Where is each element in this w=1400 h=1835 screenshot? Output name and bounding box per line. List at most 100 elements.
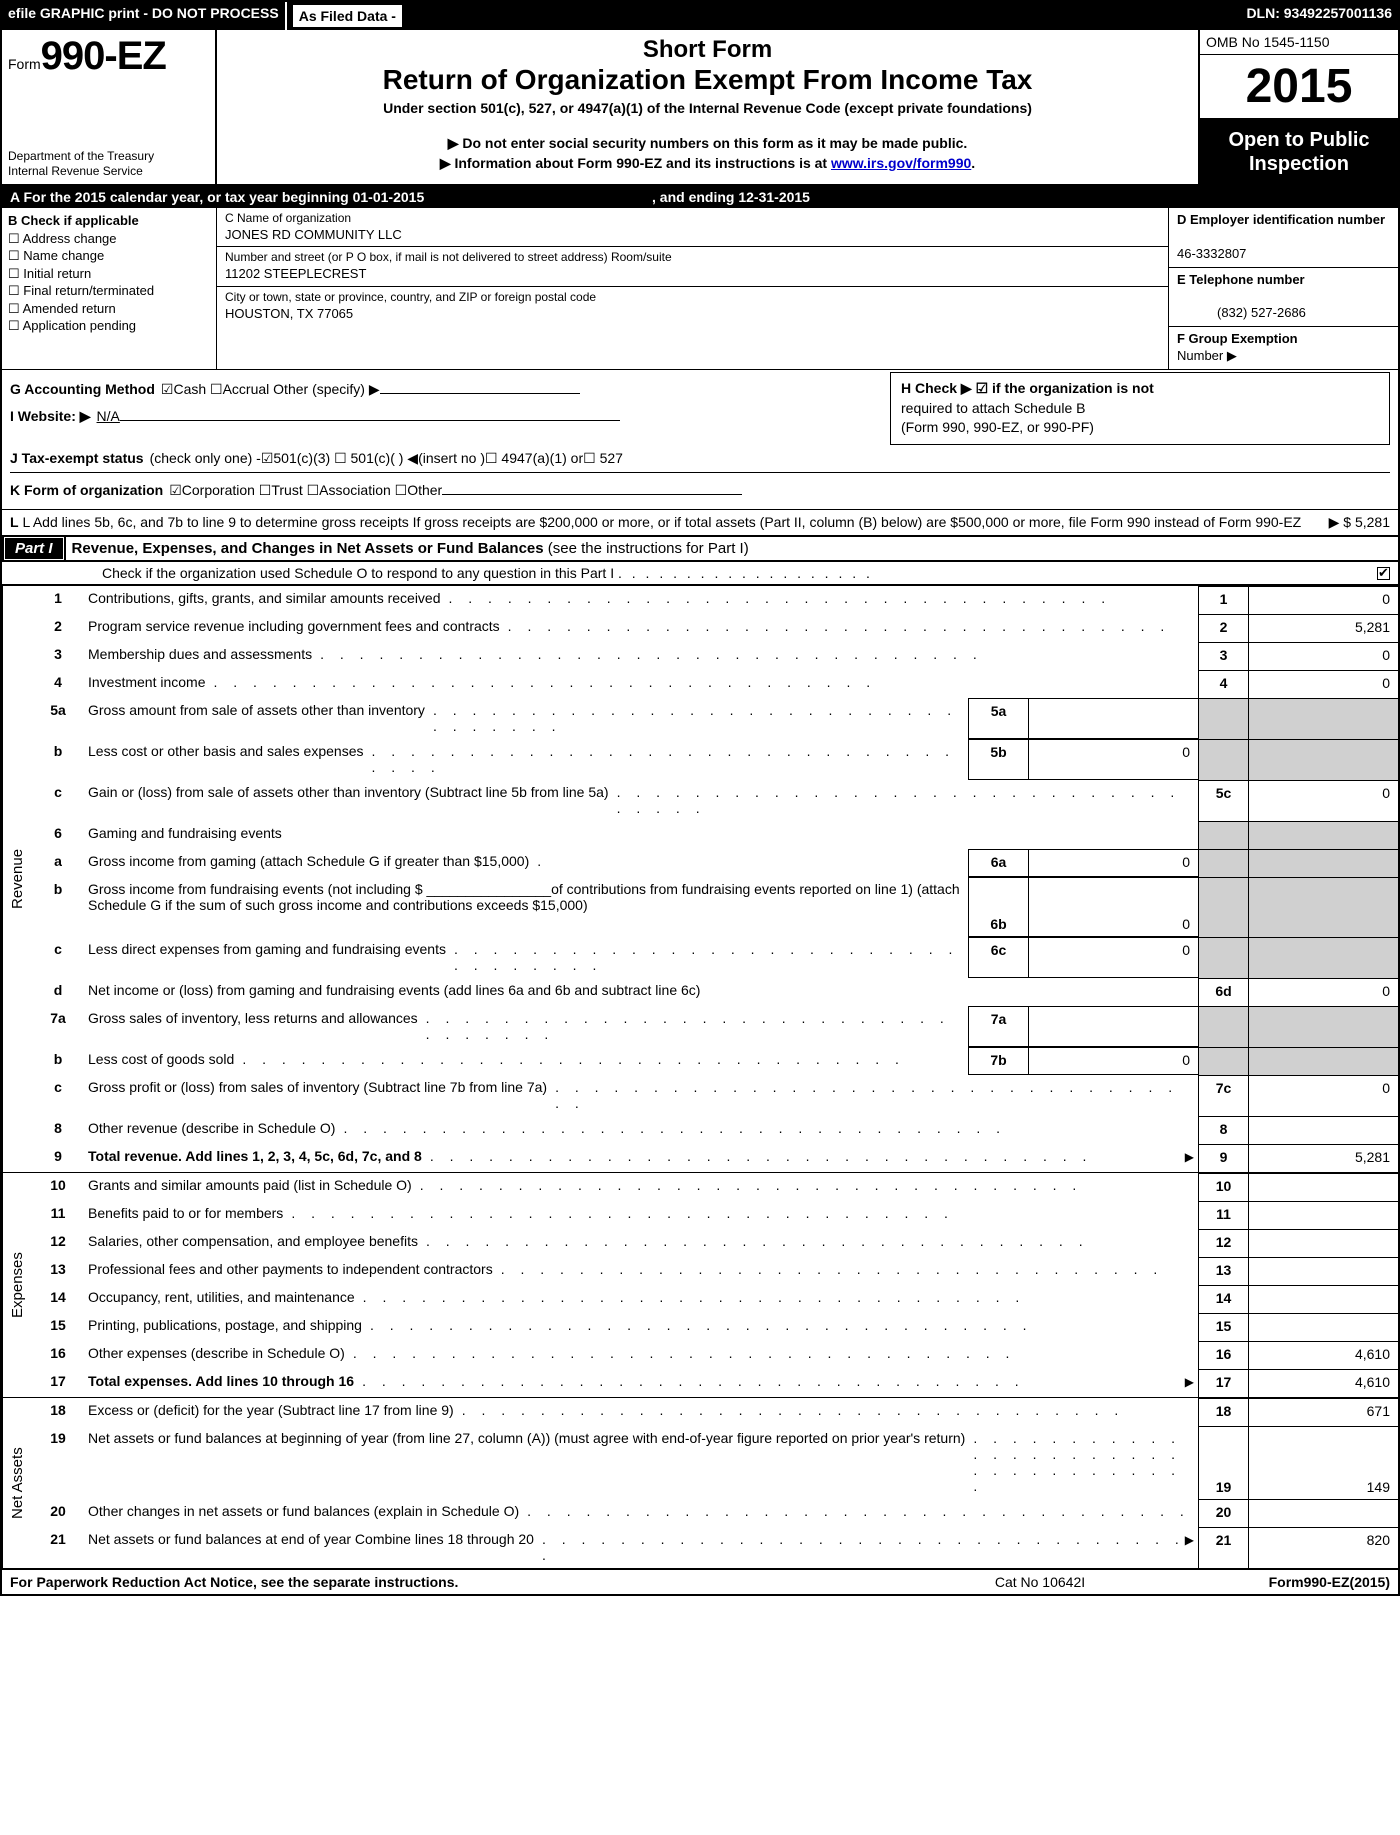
expenses-section: Expenses 10 Grants and similar amounts p… (2, 1172, 1398, 1397)
g-other-input[interactable] (380, 380, 580, 394)
revenue-lines: 1 Contributions, gifts, grants, and simi… (32, 586, 1398, 1172)
row-k-org-form: K Form of organization ☑Corporation ☐Tru… (10, 472, 1390, 504)
part1-title: Revenue, Expenses, and Changes in Net As… (66, 537, 1398, 560)
line-6b-amt: 0 (1028, 877, 1198, 937)
i-label: I Website: ▶ (10, 403, 91, 430)
line-6d-amt: 0 (1248, 978, 1398, 1006)
line-21-amt: 820 (1248, 1527, 1398, 1568)
row-i-website: I Website: ▶ N/A (10, 403, 890, 430)
header-notes: ▶ Do not enter social security numbers o… (223, 134, 1192, 173)
irs-link[interactable]: www.irs.gov/form990 (831, 155, 971, 171)
line-7a-amt (1028, 1006, 1198, 1047)
line-7c-amt: 0 (1248, 1075, 1398, 1116)
line-9: 9 Total revenue. Add lines 1, 2, 3, 4, 5… (32, 1144, 1398, 1172)
form-number-big: 990-EZ (41, 34, 166, 78)
k-other-input[interactable] (442, 481, 742, 495)
line-3-amt: 0 (1248, 642, 1398, 670)
line-17: 17 Total expenses. Add lines 10 through … (32, 1369, 1398, 1397)
ein-value: 46-3332807 (1177, 246, 1246, 261)
line-6d: d Net income or (loss) from gaming and f… (32, 978, 1398, 1006)
tel-block: E Telephone number (832) 527-2686 (1169, 268, 1398, 328)
line-11-amt (1248, 1201, 1398, 1229)
line-19-amt: 149 (1248, 1426, 1398, 1499)
line-7c: c Gross profit or (loss) from sales of i… (32, 1075, 1398, 1116)
org-name-row: C Name of organization JONES RD COMMUNIT… (217, 208, 1168, 247)
top-banner: efile GRAPHIC print - DO NOT PROCESS As … (2, 2, 1398, 30)
line-9-amt: 5,281 (1248, 1144, 1398, 1172)
line-1-amt: 0 (1248, 586, 1398, 614)
l-amount: ▶ $ 5,281 (1329, 514, 1390, 531)
j-label: J Tax-exempt status (10, 445, 144, 472)
line-4-amt: 0 (1248, 670, 1398, 698)
l-text: L L Add lines 5b, 6c, and 7b to line 9 t… (10, 514, 1319, 531)
form-prefix: Form (8, 56, 41, 72)
line-14: 14 Occupancy, rent, utilities, and maint… (32, 1285, 1398, 1313)
line-1-num: 1 (32, 586, 84, 614)
note-info-text: ▶ Information about Form 990-EZ and its … (440, 155, 831, 171)
line-15: 15 Printing, publications, postage, and … (32, 1313, 1398, 1341)
part1-paren: (see the instructions for Part I) (544, 540, 749, 557)
line-2: 2 Program service revenue including gove… (32, 614, 1398, 642)
title-line2: Return of Organization Exempt From Incom… (223, 64, 1192, 96)
row-a-tax-year: A For the 2015 calendar year, or tax yea… (2, 186, 1398, 208)
line-15-amt (1248, 1313, 1398, 1341)
chk-name-change[interactable]: Name change (8, 247, 210, 265)
line-14-amt (1248, 1285, 1398, 1313)
line-6: 6 Gaming and fundraising events (32, 821, 1398, 849)
dln-number: DLN: 93492257001136 (1240, 2, 1398, 30)
netassets-side-label: Net Assets (2, 1398, 32, 1568)
arrow-icon (1185, 1148, 1194, 1164)
chk-application-pending[interactable]: Application pending (8, 317, 210, 335)
sched-o-checkbox[interactable] (1377, 567, 1390, 580)
g-options: ☑Cash ☐Accrual Other (specify) ▶ (161, 376, 380, 403)
form-number: Form990-EZ (8, 34, 209, 79)
col-d-ids: D Employer identification number 46-3332… (1168, 208, 1398, 369)
arrow-icon (1185, 1531, 1194, 1547)
expenses-lines: 10 Grants and similar amounts paid (list… (32, 1173, 1398, 1397)
line-4: 4 Investment income. . . . . . . . . . .… (32, 670, 1398, 698)
arrow-icon (1185, 1373, 1194, 1389)
line-6c-amt: 0 (1028, 937, 1198, 978)
subtitle: Under section 501(c), 527, or 4947(a)(1)… (223, 100, 1192, 116)
ein-label: D Employer identification number (1177, 212, 1385, 227)
row-a-end: , and ending 12-31-2015 (652, 189, 810, 205)
chk-initial-return[interactable]: Initial return (8, 265, 210, 283)
chk-amended-return[interactable]: Amended return (8, 300, 210, 318)
line-20-amt (1248, 1499, 1398, 1527)
line-2-amt: 5,281 (1248, 614, 1398, 642)
line-7b-amt: 0 (1028, 1047, 1198, 1075)
tel-label: E Telephone number (1177, 272, 1305, 287)
org-city-row: City or town, state or province, country… (217, 287, 1168, 342)
row-l-gross-receipts: L L Add lines 5b, 6c, and 7b to line 9 t… (2, 509, 1398, 535)
line-10-amt (1248, 1173, 1398, 1201)
g-label: G Accounting Method (10, 376, 155, 403)
line-7a: 7a Gross sales of inventory, less return… (32, 1006, 1398, 1047)
department-label: Department of the Treasury Internal Reve… (8, 149, 209, 180)
sched-o-check-row: Check if the organization used Schedule … (2, 562, 1398, 585)
h-line3: (Form 990, 990-EZ, or 990-PF) (901, 418, 1379, 438)
paperwork-notice: For Paperwork Reduction Act Notice, see … (10, 1574, 890, 1590)
chk-address-change[interactable]: Address change (8, 230, 210, 248)
line-5a-amt (1028, 698, 1198, 739)
form-ref: Form990-EZ(2015) (1190, 1574, 1390, 1590)
line-8: 8 Other revenue (describe in Schedule O)… (32, 1116, 1398, 1144)
h-line1: H Check ▶ ☑ if the organization is not (901, 379, 1379, 399)
line-18-amt: 671 (1248, 1398, 1398, 1426)
line-8-amt (1248, 1116, 1398, 1144)
group-exemption-block: F Group Exemption Number ▶ (1169, 327, 1398, 369)
org-street: 11202 STEEPLECREST (225, 266, 1160, 283)
line-5b: b Less cost or other basis and sales exp… (32, 739, 1398, 780)
col-b-checkboxes: B Check if applicable Address change Nam… (2, 208, 217, 369)
org-city: HOUSTON, TX 77065 (225, 306, 1160, 323)
line-1: 1 Contributions, gifts, grants, and simi… (32, 586, 1398, 614)
chk-final-return[interactable]: Final return/terminated (8, 282, 210, 300)
org-name: JONES RD COMMUNITY LLC (225, 227, 1160, 244)
col-c-org-info: C Name of organization JONES RD COMMUNIT… (217, 208, 1168, 369)
part1-title-text: Revenue, Expenses, and Changes in Net As… (72, 540, 544, 557)
l-text-body: L Add lines 5b, 6c, and 7b to line 9 to … (22, 514, 1301, 530)
org-city-label: City or town, state or province, country… (225, 290, 1160, 306)
line-6b: b Gross income from fundraising events (… (32, 877, 1398, 937)
row-a-begin: A For the 2015 calendar year, or tax yea… (10, 189, 424, 205)
line-5a: 5a Gross amount from sale of assets othe… (32, 698, 1398, 739)
org-street-row: Number and street (or P O box, if mail i… (217, 247, 1168, 286)
